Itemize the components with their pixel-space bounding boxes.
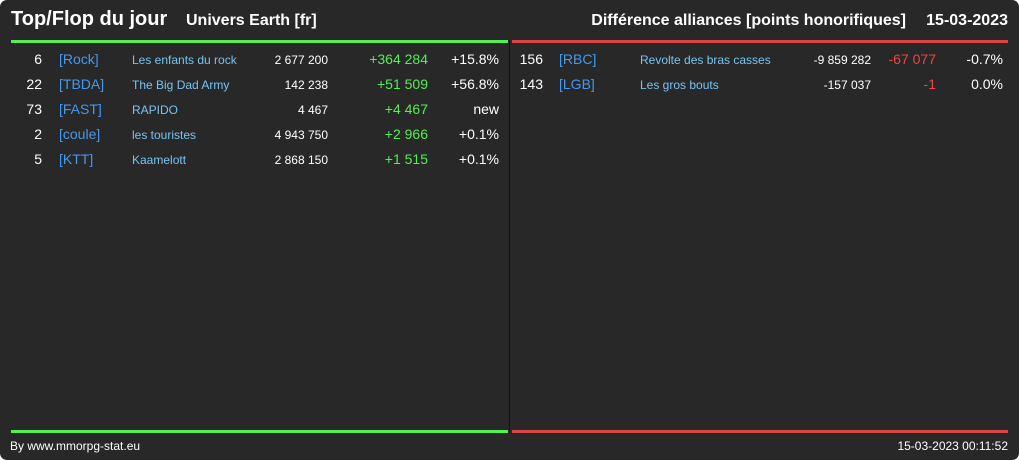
alliance-points: 4 943 750 bbox=[274, 128, 328, 142]
alliance-row: 143 [LGB] Les gros bouts -157 037 -1 0.0% bbox=[512, 73, 1008, 98]
alliance-tag-link[interactable]: [LGB] bbox=[559, 76, 595, 92]
alliance-tag-link[interactable]: [TBDA] bbox=[59, 76, 105, 92]
alliance-points: -9 859 282 bbox=[813, 53, 871, 67]
alliance-rank: 73 bbox=[26, 101, 42, 117]
alliance-tag-link[interactable]: [FAST] bbox=[59, 101, 102, 117]
page-date: 15-03-2023 bbox=[926, 12, 1008, 29]
alliance-tag-link[interactable]: [RBC] bbox=[559, 51, 597, 67]
page-subtitle: Différence alliances [points honorifique… bbox=[591, 12, 906, 29]
alliance-difference: +4 467 bbox=[384, 101, 428, 117]
alliance-tag-link[interactable]: [Rock] bbox=[59, 51, 99, 67]
alliance-points: 142 238 bbox=[284, 78, 328, 92]
alliance-row: 73 [FAST] RAPIDO 4 467 +4 467 new bbox=[11, 98, 508, 123]
top-header-bar bbox=[11, 40, 508, 43]
alliance-rank: 143 bbox=[519, 76, 543, 92]
credit-link[interactable]: By www.mmorpg-stat.eu bbox=[10, 439, 141, 453]
alliance-rank: 156 bbox=[519, 51, 543, 67]
alliance-percent: +0.1% bbox=[458, 126, 499, 142]
alliance-percent: new bbox=[473, 101, 499, 117]
alliance-row: 22 [TBDA] The Big Dad Army 142 238 +51 509 +5… bbox=[11, 73, 508, 98]
alliance-name-link[interactable]: les touristes bbox=[132, 128, 197, 142]
alliance-name-link[interactable]: Kaamelott bbox=[132, 153, 187, 167]
alliance-rank: 2 bbox=[34, 126, 42, 142]
alliance-percent: -0.7% bbox=[966, 51, 1003, 67]
alliance-row: 5 [KTT] Kaamelott 2 868 150 +1 515 +0.1% bbox=[11, 148, 508, 173]
flop-footer-bar bbox=[512, 430, 1008, 433]
flop-list: 156 [RBC] Revolte des bras casses -9 859 28… bbox=[512, 48, 1008, 98]
alliance-rank: 6 bbox=[34, 51, 42, 67]
alliance-rank: 22 bbox=[26, 76, 42, 92]
alliance-difference: +51 509 bbox=[377, 76, 428, 92]
alliance-name-link[interactable]: Les enfants du rock bbox=[132, 53, 237, 67]
alliance-tag-link[interactable]: [KTT] bbox=[59, 151, 94, 167]
universe-label: Univers Earth [fr] bbox=[186, 12, 317, 29]
alliance-difference: -1 bbox=[923, 76, 936, 92]
alliance-row: 6 [Rock] Les enfants du rock 2 677 200 +364 … bbox=[11, 48, 508, 73]
alliance-name-link[interactable]: Revolte des bras casses bbox=[640, 53, 771, 67]
alliance-percent: +0.1% bbox=[458, 151, 499, 167]
alliance-difference: +364 284 bbox=[369, 51, 428, 67]
alliance-difference: -67 077 bbox=[888, 51, 936, 67]
alliance-name-link[interactable]: The Big Dad Army bbox=[132, 78, 230, 92]
alliance-row: 156 [RBC] Revolte des bras casses -9 859 28… bbox=[512, 48, 1008, 73]
alliance-points: 2 677 200 bbox=[274, 53, 328, 67]
alliance-difference: +2 966 bbox=[384, 126, 428, 142]
generated-timestamp: 15-03-2023 00:11:52 bbox=[897, 439, 1008, 453]
alliance-points: 4 467 bbox=[297, 103, 328, 117]
alliance-percent: 0.0% bbox=[971, 76, 1003, 92]
alliance-percent: +56.8% bbox=[451, 76, 499, 92]
page-title: Top/Flop du jour bbox=[11, 8, 168, 30]
alliance-tag-link[interactable]: [coule] bbox=[59, 126, 101, 142]
alliance-name-link[interactable]: RAPIDO bbox=[132, 103, 179, 117]
alliance-name-link[interactable]: Les gros bouts bbox=[640, 78, 719, 92]
alliance-points: 2 868 150 bbox=[274, 153, 328, 167]
panel-divider bbox=[509, 40, 510, 433]
alliance-points: -157 037 bbox=[823, 78, 871, 92]
alliance-percent: +15.8% bbox=[451, 51, 499, 67]
alliance-difference: +1 515 bbox=[384, 151, 428, 167]
flop-header-bar bbox=[512, 40, 1008, 43]
top-footer-bar bbox=[11, 430, 508, 433]
alliance-rank: 5 bbox=[34, 151, 42, 167]
alliance-row: 2 [coule] les touristes 4 943 750 +2 966 +0.1… bbox=[11, 123, 508, 148]
top-list: 6 [Rock] Les enfants du rock 2 677 200 +364 … bbox=[11, 48, 508, 173]
